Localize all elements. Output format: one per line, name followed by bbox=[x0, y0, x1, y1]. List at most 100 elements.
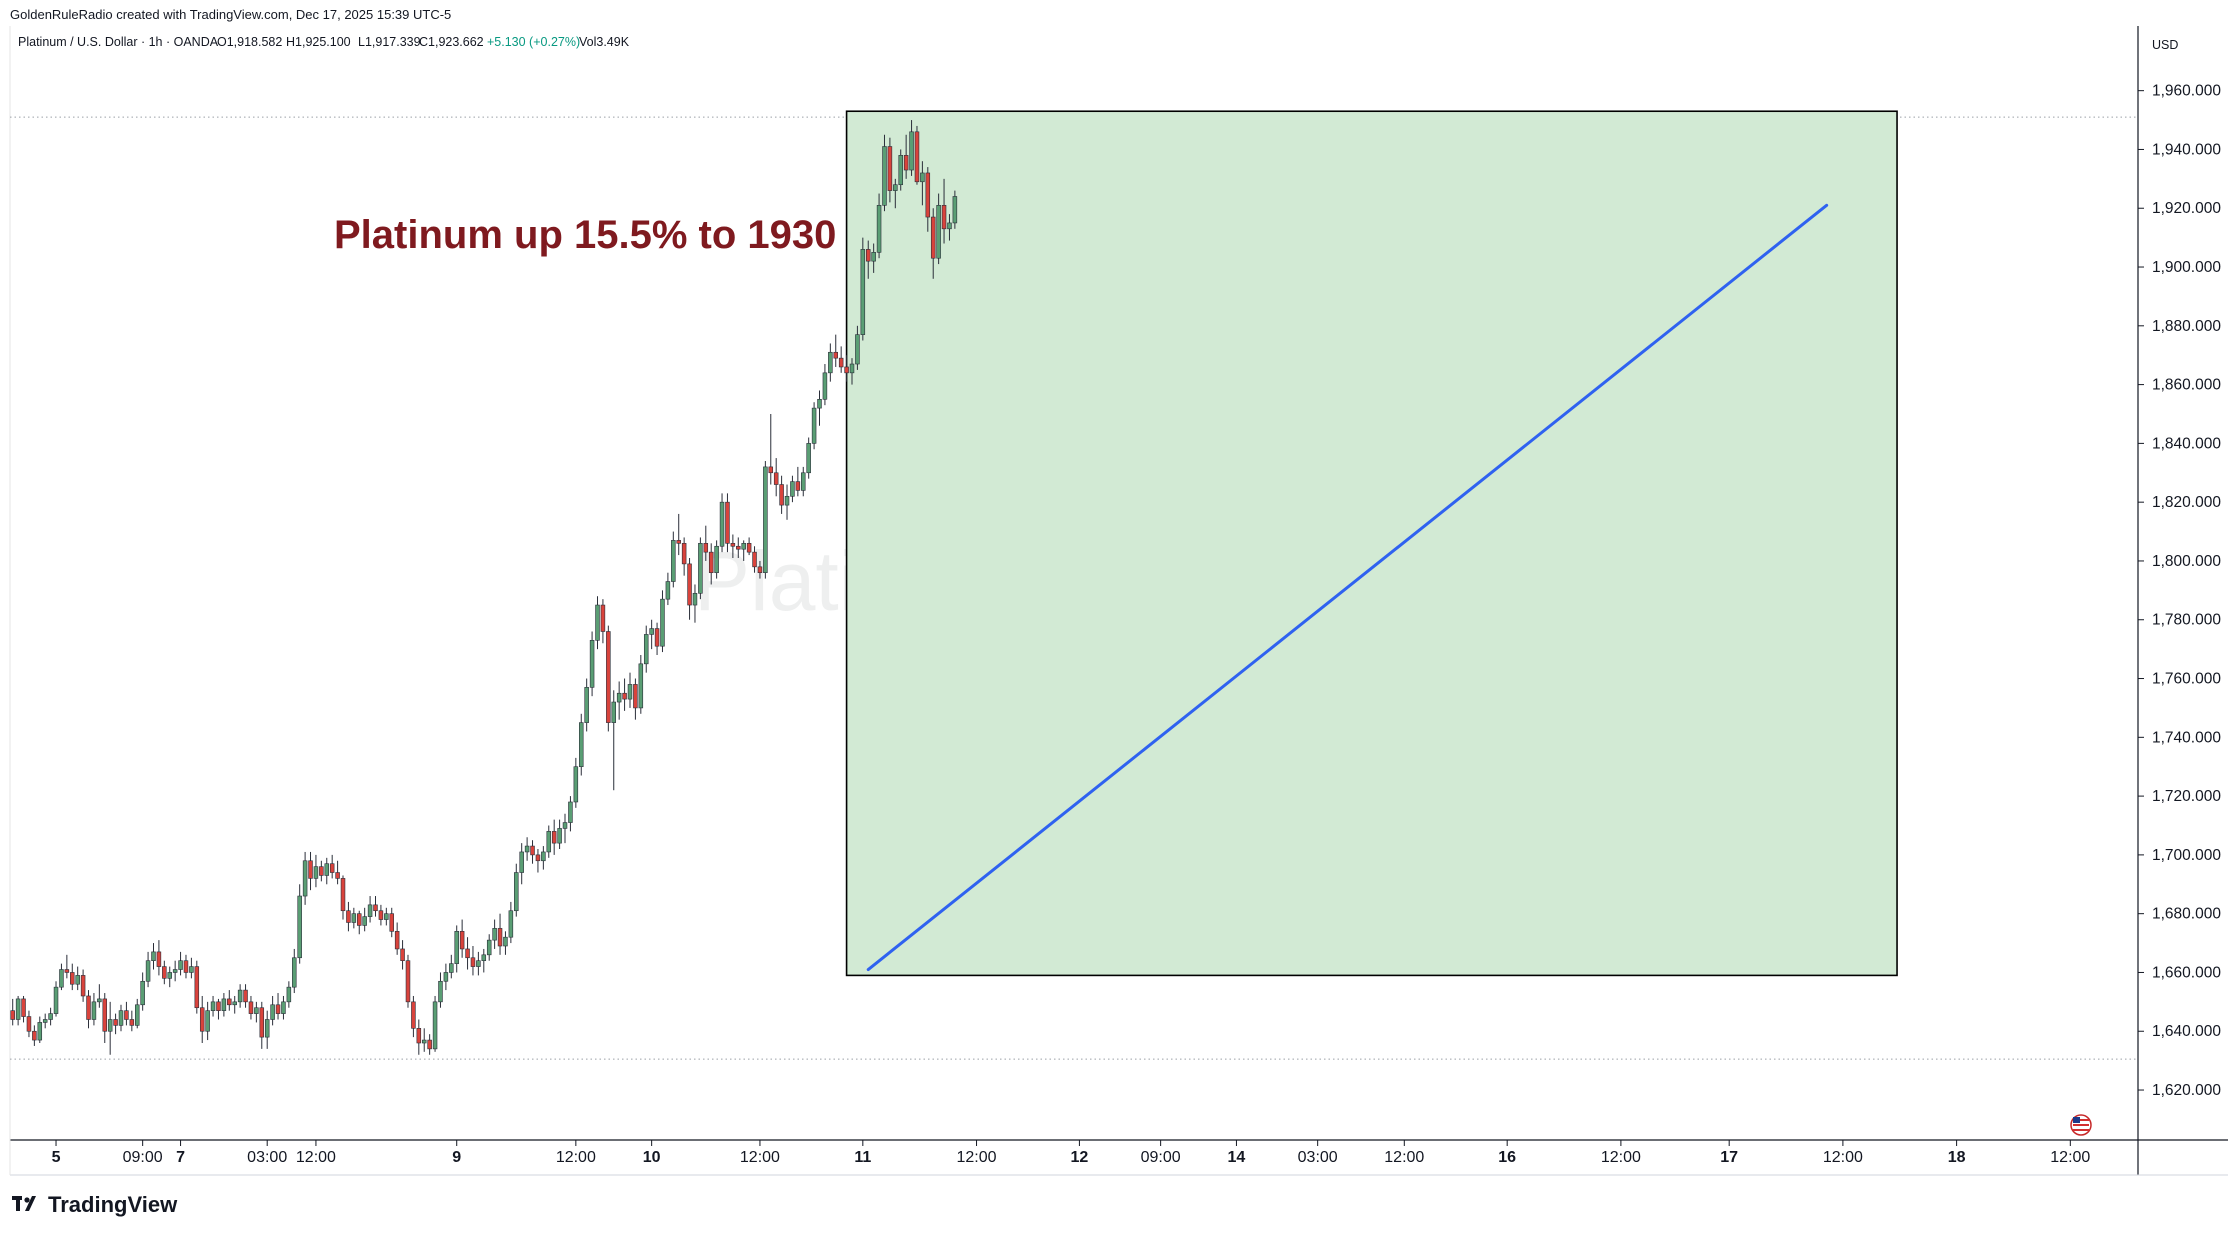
candle bbox=[183, 954, 189, 979]
candle-body-up bbox=[595, 604, 600, 641]
time-tick-label: 16 bbox=[1498, 1149, 1516, 1166]
candle bbox=[497, 913, 503, 955]
candle bbox=[481, 948, 487, 973]
candle-body-up bbox=[714, 545, 719, 574]
highlight-zone-rect[interactable] bbox=[845, 110, 1898, 977]
candle-body-up bbox=[481, 954, 487, 962]
candle bbox=[373, 896, 378, 917]
candle-body-down bbox=[865, 249, 871, 262]
candle bbox=[286, 981, 292, 1008]
candle-body-down bbox=[725, 501, 730, 544]
candle bbox=[687, 558, 692, 620]
trend-line-segment[interactable] bbox=[866, 203, 1829, 972]
candle bbox=[405, 954, 411, 1008]
candle-body-down bbox=[941, 204, 947, 230]
candle-body-up bbox=[638, 663, 644, 709]
candle bbox=[503, 931, 508, 955]
candle-body-up bbox=[579, 722, 584, 768]
candle-body-up bbox=[573, 766, 579, 803]
candle bbox=[930, 208, 936, 279]
candle-body-up bbox=[508, 910, 514, 938]
candle-body-up bbox=[37, 1022, 43, 1041]
candle-body-up bbox=[611, 701, 616, 723]
candle-body-up bbox=[503, 936, 508, 947]
candle bbox=[156, 940, 162, 976]
candle bbox=[654, 622, 660, 656]
candle-body-up bbox=[524, 845, 530, 853]
candle bbox=[698, 537, 703, 600]
candle bbox=[703, 525, 709, 561]
time-axis[interactable]: 5 09:00 7 03:00 12:00 9 12:00 10 12:00 11 12:00 12 0… bbox=[52, 1140, 2091, 1166]
candle bbox=[530, 840, 535, 864]
candle-body-up bbox=[292, 957, 297, 988]
candle-body-up bbox=[107, 1019, 113, 1032]
candle bbox=[427, 1034, 432, 1055]
candle bbox=[660, 590, 665, 653]
candle-body-up bbox=[568, 801, 573, 823]
candle-body-down bbox=[459, 931, 465, 950]
candle bbox=[611, 690, 616, 791]
candle-body-down bbox=[773, 472, 779, 485]
candle bbox=[465, 937, 470, 970]
candle bbox=[86, 990, 91, 1029]
candle-body-up bbox=[351, 913, 357, 923]
candle-body-down bbox=[833, 351, 838, 359]
candle bbox=[790, 475, 795, 503]
candle-body-down bbox=[319, 866, 324, 876]
currency-label[interactable]: USD bbox=[2152, 38, 2178, 52]
highlight-zone[interactable] bbox=[845, 110, 1898, 977]
tradingview-logo[interactable]: TradingView bbox=[12, 1192, 178, 1217]
candle bbox=[37, 1016, 43, 1044]
candle-body-up bbox=[519, 851, 524, 873]
candle-body-up bbox=[719, 501, 725, 547]
candle-body-down bbox=[199, 1007, 205, 1032]
candle-body-up bbox=[660, 598, 665, 647]
candle-body-up bbox=[313, 866, 319, 879]
ohlc-legend: Platinum / U.S. Dollar · 1h · OANDA O1,9… bbox=[18, 35, 630, 49]
candle bbox=[319, 860, 324, 882]
candle-body-up bbox=[205, 1010, 210, 1032]
candle-body-down bbox=[346, 910, 351, 923]
candle-body-up bbox=[97, 998, 102, 1003]
candle bbox=[784, 484, 790, 520]
time-tick-label: 12:00 bbox=[740, 1149, 780, 1166]
tradingview-brand-text: TradingView bbox=[48, 1192, 178, 1217]
candle-body-down bbox=[227, 998, 232, 1006]
candle-body-down bbox=[703, 543, 709, 553]
candle bbox=[178, 951, 183, 976]
candle bbox=[292, 948, 297, 994]
candle bbox=[438, 972, 443, 1008]
candle bbox=[568, 796, 573, 832]
candle bbox=[102, 993, 108, 1044]
candle bbox=[757, 560, 763, 579]
candle bbox=[97, 984, 102, 1008]
candle bbox=[584, 678, 589, 732]
candle-body-down bbox=[795, 481, 801, 491]
candle bbox=[362, 907, 367, 932]
candle bbox=[730, 534, 736, 559]
candle-body-down bbox=[248, 1001, 254, 1014]
candle-body-up bbox=[801, 472, 806, 491]
trend-line[interactable] bbox=[866, 203, 1829, 972]
headline-annotation[interactable]: Platinum up 15.5% to 1930 bbox=[334, 213, 836, 257]
candle bbox=[920, 161, 925, 206]
candle bbox=[243, 984, 248, 1008]
candle bbox=[741, 540, 746, 561]
candle bbox=[898, 149, 903, 191]
tradingview-logo-icon bbox=[12, 1196, 36, 1211]
candle-body-down bbox=[21, 998, 26, 1017]
candle bbox=[692, 584, 698, 623]
candle-body-up bbox=[671, 540, 676, 582]
price-axis[interactable]: 1,620.000 1,640.000 1,660.000 1,680.000 1,70… bbox=[2138, 83, 2221, 1099]
time-tick-label: 12:00 bbox=[957, 1149, 997, 1166]
us-flag-icon[interactable] bbox=[2070, 1114, 2092, 1136]
price-tick-label: 1,840.000 bbox=[2152, 435, 2221, 452]
candle-body-down bbox=[183, 960, 189, 973]
legend-volume: Vol3.49K bbox=[579, 35, 630, 49]
candle bbox=[449, 954, 454, 979]
candle-body-up bbox=[665, 581, 671, 600]
candle-body-up bbox=[860, 249, 866, 335]
candle-body-up bbox=[232, 1001, 237, 1006]
candle-body-up bbox=[476, 960, 481, 967]
